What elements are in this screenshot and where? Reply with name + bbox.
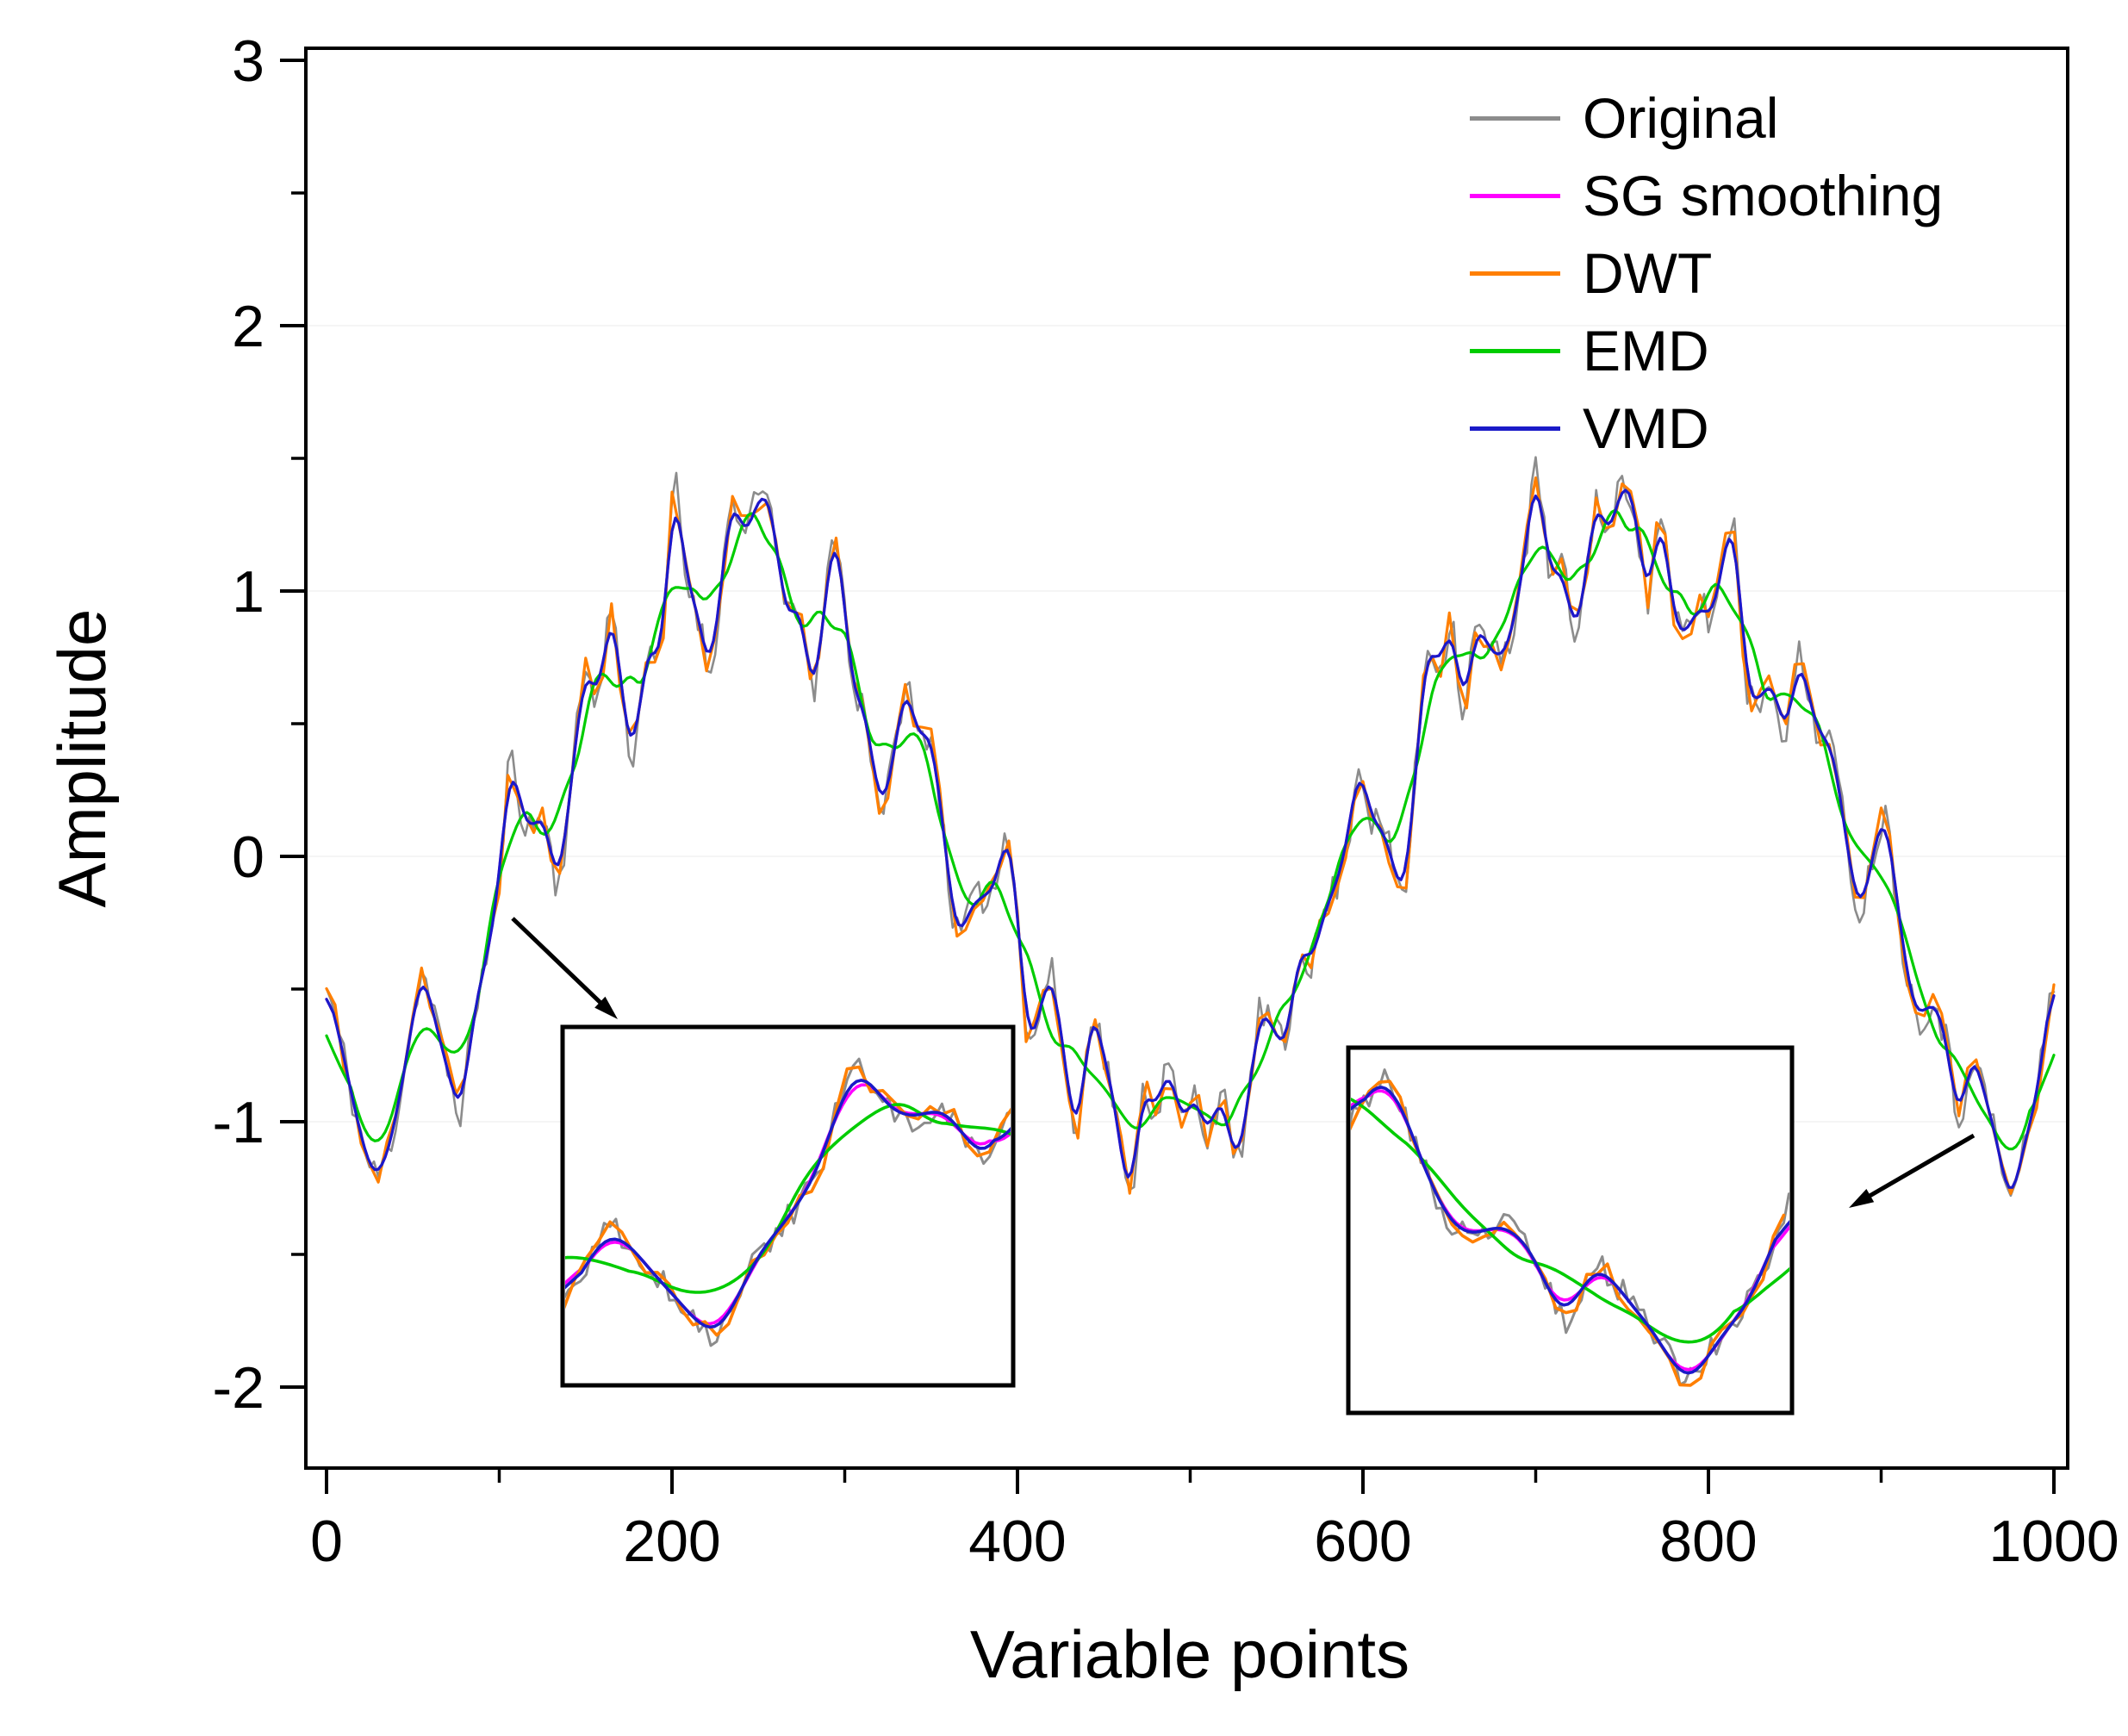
zoom-arrow-left [511, 917, 618, 1019]
legend-label: Original [1583, 86, 1779, 150]
y-tick-label: 1 [232, 559, 264, 625]
legend-item-sg-smoothing: SG smoothing [1470, 157, 1943, 234]
legend-swatch-sg-smoothing [1470, 193, 1560, 198]
legend-label: EMD [1583, 319, 1709, 383]
axis-ticks: 0 200 400 600 800 1000 -2 -1 0 1 2 3 [213, 28, 2119, 1574]
y-tick-label: -1 [213, 1090, 264, 1155]
legend-swatch-original [1470, 115, 1560, 121]
legend-swatch-dwt [1470, 271, 1560, 276]
x-tick-label: 0 [310, 1509, 343, 1574]
plot-frame [304, 47, 2069, 1470]
legend: Original SG smoothing DWT EMD VMD [1470, 79, 1943, 467]
legend-swatch-vmd [1470, 426, 1560, 431]
legend-label: DWT [1583, 241, 1713, 305]
y-tick-label: 3 [232, 28, 264, 94]
series-dwt [325, 476, 2056, 1195]
legend-item-original: Original [1470, 79, 1943, 157]
series-vmd [325, 488, 2056, 1189]
inset-zoom-left [560, 1024, 1016, 1388]
series-vmd-inset2 [1351, 1086, 1789, 1375]
zoom-arrow-right [1849, 1133, 1976, 1208]
legend-swatch-emd [1470, 348, 1560, 353]
legend-label: VMD [1583, 396, 1709, 460]
legend-item-emd: EMD [1470, 312, 1943, 389]
series-emd-inset1 [565, 1103, 1011, 1294]
inset-zoom-left-border [560, 1024, 1016, 1388]
legend-item-vmd: VMD [1470, 389, 1943, 467]
x-axis-label: Variable points [969, 1616, 1410, 1692]
x-tick-label: 1000 [1988, 1509, 2119, 1574]
y-tick-label: 2 [232, 294, 264, 359]
inset-zoom-right [1346, 1045, 1795, 1416]
x-tick-label: 400 [968, 1509, 1066, 1574]
y-axis-label: Amplitude [44, 608, 120, 908]
legend-label: SG smoothing [1583, 164, 1944, 227]
y-tick-label: 0 [232, 824, 264, 890]
x-tick-label: 600 [1314, 1509, 1411, 1574]
series-group [325, 456, 2056, 1198]
y-tick-label: -2 [213, 1355, 264, 1421]
legend-item-dwt: DWT [1470, 234, 1943, 312]
inset-zoom-right-border [1346, 1045, 1795, 1416]
x-tick-label: 200 [623, 1509, 720, 1574]
series-vmd-inset1 [565, 1079, 1011, 1329]
x-tick-label: 800 [1659, 1509, 1757, 1574]
